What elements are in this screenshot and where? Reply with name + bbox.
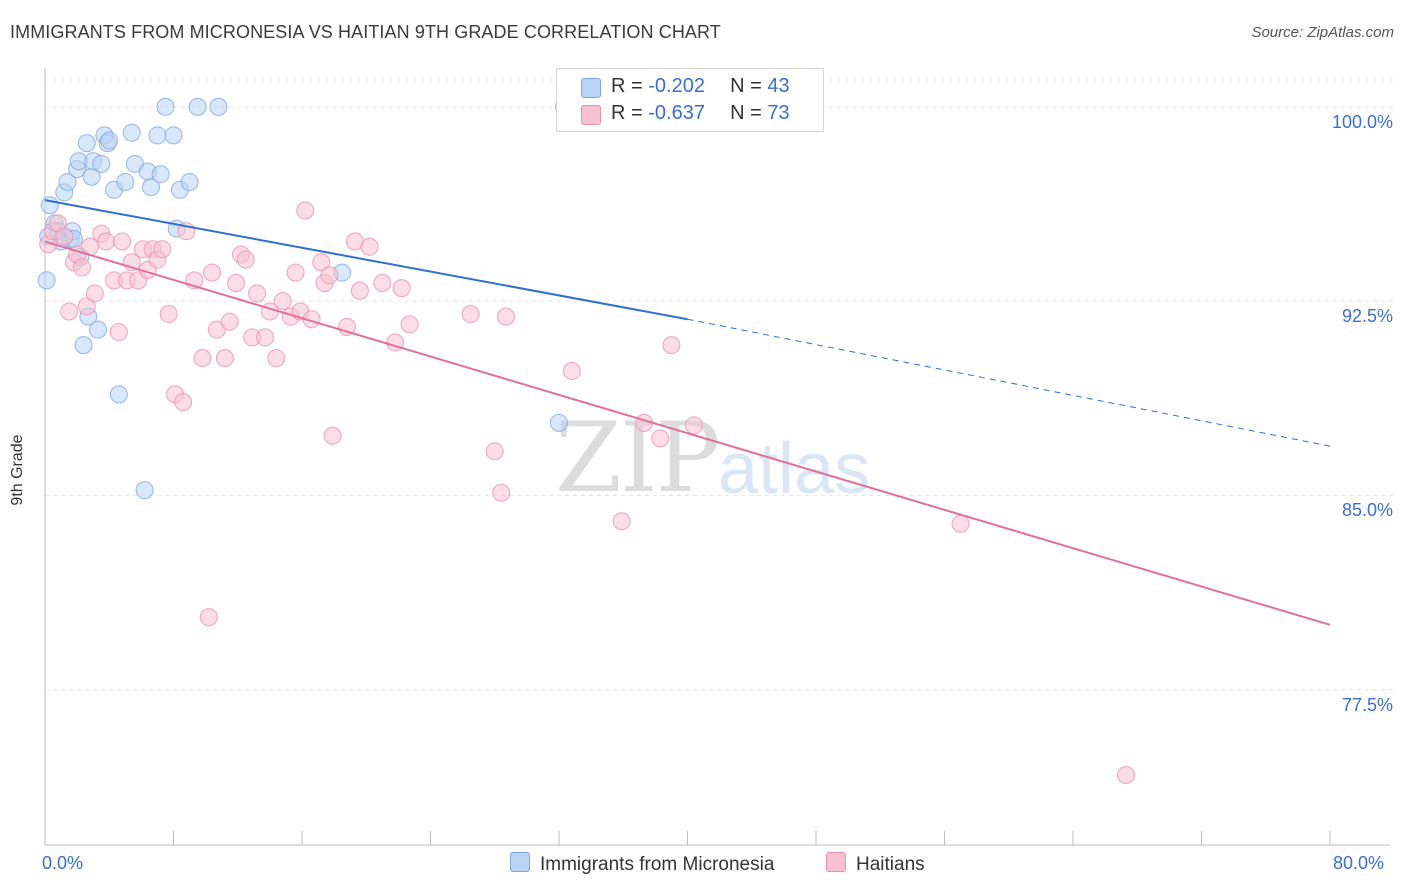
point-haitians-8 (77, 297, 96, 316)
point-micronesia-13 (74, 336, 93, 355)
point-haitians-71 (684, 416, 703, 435)
legend-n-value-1: 43 (767, 75, 790, 97)
point-haitians-49 (312, 253, 331, 272)
y-tick-label-2: 92.5% (1341, 306, 1393, 327)
legend-n-value-2: 73 (767, 102, 790, 124)
point-haitians-39 (248, 284, 267, 303)
point-haitians-31 (203, 263, 222, 282)
bottom-legend-label-haitians: Haitians (856, 854, 925, 875)
point-haitians-66 (562, 362, 581, 381)
point-micronesia-26 (122, 123, 141, 142)
data-points (37, 97, 1136, 785)
point-haitians-57 (373, 273, 392, 292)
point-haitians-4 (60, 302, 79, 321)
point-haitians-67 (612, 512, 631, 531)
point-haitians-45 (286, 263, 305, 282)
legend-swatch-pink (581, 105, 601, 125)
point-micronesia-18 (89, 320, 108, 339)
point-haitians-12 (97, 232, 116, 251)
point-micronesia-41 (550, 413, 568, 432)
point-haitians-24 (159, 305, 178, 324)
point-haitians-33 (215, 349, 234, 368)
point-haitians-55 (350, 281, 369, 300)
point-micronesia-34 (164, 126, 183, 145)
point-micronesia-1 (40, 196, 59, 215)
point-micronesia-33 (156, 97, 175, 116)
axes (44, 68, 1390, 846)
x-tick-label-max: 80.0% (1333, 853, 1385, 873)
point-haitians-70 (662, 336, 681, 355)
point-micronesia-37 (180, 172, 199, 191)
trend-dashed-micronesia (687, 318, 1331, 447)
point-haitians-59 (392, 279, 411, 298)
legend-n-label-2: N = (730, 102, 768, 124)
point-haitians-15 (113, 232, 132, 251)
legend-r-label-1: R = (611, 75, 649, 97)
point-micronesia-14 (77, 134, 96, 153)
point-haitians-29 (193, 349, 212, 368)
point-micronesia-19 (92, 154, 111, 173)
point-haitians-51 (320, 266, 339, 285)
point-haitians-26 (174, 393, 193, 412)
bottom-legend-swatch-blue (510, 852, 530, 872)
point-haitians-69 (651, 429, 670, 448)
point-haitians-47 (296, 201, 315, 220)
point-micronesia-38 (188, 97, 207, 116)
point-micronesia-0 (37, 271, 56, 290)
point-haitians-3 (55, 227, 74, 246)
point-micronesia-31 (148, 126, 167, 145)
point-haitians-40 (256, 328, 275, 347)
point-haitians-37 (236, 250, 255, 269)
legend-r-value-1: -0.202 (648, 75, 705, 97)
point-haitians-56 (360, 237, 379, 256)
legend-n-label-1: N = (730, 75, 768, 97)
point-micronesia-28 (135, 481, 154, 500)
point-haitians-52 (323, 426, 342, 445)
point-micronesia-32 (151, 165, 170, 184)
y-tick-label-1: 85.0% (1341, 500, 1393, 521)
point-haitians-34 (220, 312, 239, 331)
bottom-legend-swatch-pink (826, 852, 846, 872)
point-haitians-42 (267, 349, 286, 368)
bottom-legend-label-micronesia: Immigrants from Micronesia (540, 854, 775, 875)
point-micronesia-24 (109, 385, 128, 404)
bottom-legend-micronesia: Immigrants from Micronesia (510, 852, 774, 876)
point-micronesia-22 (100, 131, 119, 150)
source-label: Source: ZipAtlas.com (1251, 24, 1394, 41)
point-haitians-43 (273, 292, 292, 311)
trend-lines (44, 199, 1331, 626)
point-haitians-62 (485, 442, 504, 461)
point-haitians-60 (400, 315, 419, 334)
legend-r-value-2: -0.637 (648, 102, 705, 124)
trend-solid-micronesia (44, 199, 688, 321)
point-haitians-72 (951, 514, 970, 533)
point-haitians-73 (1117, 766, 1136, 785)
point-haitians-10 (85, 284, 104, 303)
point-haitians-63 (492, 483, 511, 502)
legend-swatch-blue (581, 78, 601, 98)
legend-r-label-2: R = (611, 102, 649, 124)
point-micronesia-25 (116, 172, 135, 191)
y-tick-label-0: 77.5% (1341, 694, 1393, 715)
point-haitians-7 (72, 258, 91, 277)
point-haitians-35 (227, 273, 246, 292)
point-micronesia-30 (142, 178, 161, 197)
point-haitians-14 (109, 323, 128, 342)
point-micronesia-6 (58, 172, 77, 191)
point-haitians-61 (461, 305, 480, 324)
bottom-legend-haitians: Haitians (826, 852, 925, 876)
point-haitians-23 (153, 240, 172, 259)
stats-legend: R = -0.202 N = 43 R = -0.637 N = 73 (556, 68, 824, 132)
trend-solid-haitians (44, 240, 1331, 626)
chart-title: IMMIGRANTS FROM MICRONESIA VS HAITIAN 9T… (10, 22, 721, 42)
y-tick-label-3: 100.0% (1331, 111, 1393, 132)
grid-lines (45, 79, 1394, 691)
point-micronesia-39 (209, 97, 228, 116)
x-tick-label-min: 0.0% (42, 853, 84, 873)
point-haitians-64 (496, 307, 515, 326)
point-haitians-30 (199, 608, 218, 627)
